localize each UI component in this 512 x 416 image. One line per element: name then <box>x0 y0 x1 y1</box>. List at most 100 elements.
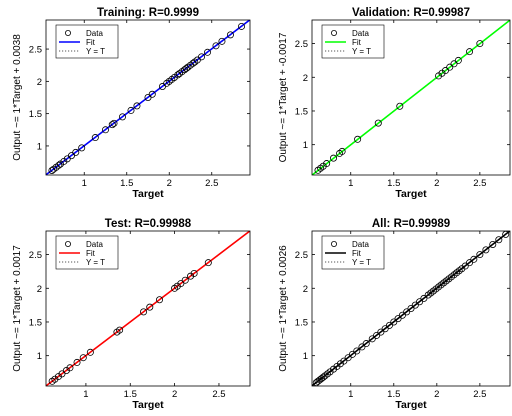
data-point <box>72 148 80 156</box>
x-tick-label: 2.5 <box>473 178 486 189</box>
y-axis-label: Output ~= 1*Target + -0.0017 <box>278 32 289 162</box>
y-tick-label: 1.5 <box>29 109 42 120</box>
legend-label: Y = T <box>352 258 371 267</box>
data-point <box>338 147 346 155</box>
x-axis-label: Target <box>395 399 427 411</box>
plot-3: 1 1.5 2 2.5 1 1.5 2 2.5 Test: R=0.99988 Target Out… <box>12 218 251 411</box>
data-point <box>86 348 94 356</box>
data-point <box>495 236 503 244</box>
data-point <box>319 373 327 381</box>
legend-label: Data <box>352 240 369 249</box>
data-point <box>377 328 385 336</box>
data-point <box>466 48 474 56</box>
data-point <box>91 134 99 142</box>
x-axis-label: Target <box>395 188 427 200</box>
data-point <box>58 370 66 378</box>
y-tick-label: 2 <box>37 284 42 295</box>
data-point <box>403 308 411 316</box>
y-tick-label: 1 <box>37 351 42 362</box>
x-tick-label: 1.5 <box>120 178 133 189</box>
data-point <box>127 106 135 114</box>
axis-frame <box>45 19 251 176</box>
x-tick-label: 1 <box>348 389 353 400</box>
data-point <box>454 56 462 64</box>
data-point <box>55 161 63 169</box>
data-point <box>198 53 206 61</box>
data-point <box>204 259 212 267</box>
x-tick-label: 1 <box>348 178 353 189</box>
data-point <box>78 144 86 152</box>
data-point <box>441 67 449 75</box>
y-tick-label: 2.5 <box>295 39 308 50</box>
legend-data-marker <box>65 240 72 247</box>
data-point <box>394 315 402 323</box>
y-tick-label: 2.5 <box>295 250 308 261</box>
data-point <box>353 347 361 355</box>
data-point <box>119 113 127 121</box>
data-point <box>156 296 164 304</box>
plot-title: Training: R=0.9999 <box>97 7 199 19</box>
x-tick-label: 1.5 <box>387 178 400 189</box>
legend-label: Data <box>86 240 103 249</box>
data-point <box>385 321 393 329</box>
data-point <box>489 240 497 248</box>
legend-label: Y = T <box>86 258 105 267</box>
data-point <box>133 102 141 110</box>
x-tick-label: 2 <box>172 389 177 400</box>
legend-label: Fit <box>86 38 96 47</box>
y-tick-label: 1.5 <box>295 317 308 328</box>
data-point <box>340 357 348 365</box>
x-tick-label: 1.5 <box>124 389 137 400</box>
data-point <box>450 60 458 68</box>
plot-content <box>46 20 250 175</box>
x-tick-label: 2 <box>167 178 172 189</box>
plot-title: Test: R=0.99988 <box>105 218 192 230</box>
data-point <box>116 326 124 334</box>
y-tick-label: 1.5 <box>29 317 42 328</box>
data-point <box>140 308 148 316</box>
data-point <box>368 335 376 343</box>
data-point <box>396 102 404 110</box>
x-tick-label: 2 <box>434 178 439 189</box>
plot-title: Validation: R=0.99987 <box>352 7 470 19</box>
legend-label: Fit <box>86 249 96 258</box>
legend-data-marker <box>330 29 337 36</box>
y-tick-label: 1.5 <box>295 106 308 117</box>
legend-data-marker <box>65 29 72 36</box>
plot-title: All: R=0.99989 <box>372 218 450 230</box>
data-point <box>66 364 74 372</box>
data-point <box>390 318 398 326</box>
fit-line <box>46 20 250 175</box>
plot-4: 1 1.5 2 2.5 1 1.5 2 2.5 All: R=0.99989 Target Outp… <box>278 218 511 411</box>
axis-frame <box>311 230 511 387</box>
y-tick-label: 2 <box>303 73 308 84</box>
legend-label: Data <box>352 29 369 38</box>
data-point <box>146 303 154 311</box>
fit-line <box>46 231 250 386</box>
y-tick-label: 2 <box>303 284 308 295</box>
data-point <box>102 126 110 134</box>
legend-label: Y = T <box>86 47 105 56</box>
data-point <box>79 354 87 362</box>
legend-label: Y = T <box>352 47 371 56</box>
data-point <box>212 42 220 50</box>
data-point <box>461 262 469 270</box>
fit-line <box>312 231 510 386</box>
y-axis-label: Output ~= 1*Target + 0.0038 <box>12 34 23 161</box>
legend-label: Fit <box>352 249 362 258</box>
y-tick-label: 1 <box>37 141 42 152</box>
data-point <box>416 298 424 306</box>
plot-content <box>46 231 250 386</box>
y-tick-label: 1 <box>303 351 308 362</box>
data-point <box>344 354 352 362</box>
y-axis-label: Output ~= 1*Target + 0.0026 <box>278 245 289 372</box>
y-axis-label: Output ~= 1*Target + 0.0017 <box>12 245 23 372</box>
data-point <box>476 40 484 48</box>
plot-1: 1 1.5 2 2.5 1 1.5 2 2.5 Training: R=0.9999 Target… <box>12 7 251 200</box>
fit-line <box>312 20 510 175</box>
data-point <box>330 154 338 162</box>
x-tick-label: 1.5 <box>387 389 400 400</box>
